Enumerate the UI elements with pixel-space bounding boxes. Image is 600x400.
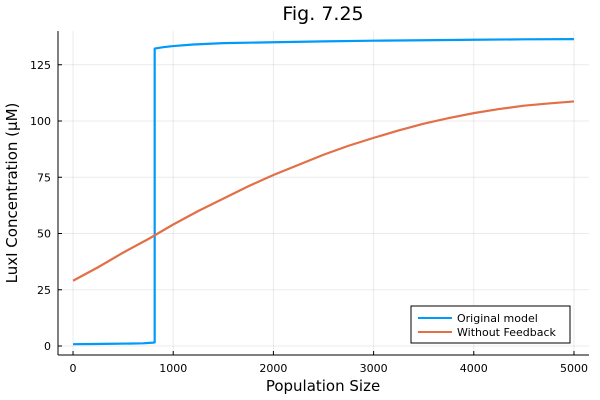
- y-tick-label: 25: [37, 284, 51, 297]
- tick-labels: 0 1000 2000 3000 4000 5000 0 25 50 75 100 125: [30, 59, 588, 375]
- legend: Original model Without Feedback: [410, 305, 571, 344]
- y-tick-label: 0: [44, 340, 51, 353]
- x-tick-label: 2000: [259, 362, 287, 375]
- y-tick-label: 75: [37, 171, 51, 184]
- legend-label-without-feedback: Without Feedback: [457, 326, 557, 339]
- legend-box: [410, 305, 571, 344]
- chart-title: Fig. 7.25: [282, 3, 363, 25]
- x-tick-label: 4000: [460, 362, 488, 375]
- series-line-original-model: [73, 38, 574, 346]
- x-axis-label: Population Size: [266, 377, 380, 395]
- y-tick-label: 50: [37, 228, 51, 241]
- series: [72, 38, 575, 346]
- x-tick-label: 5000: [560, 362, 588, 375]
- x-tick-label: 0: [70, 362, 77, 375]
- y-axis-label: LuxI Concentration (μM): [3, 103, 21, 284]
- x-tick-label: 3000: [360, 362, 388, 375]
- legend-label-original-model: Original model: [457, 312, 538, 325]
- y-tick-label: 125: [30, 59, 51, 72]
- grid: [58, 31, 589, 355]
- series-line-without-feedback: [72, 100, 575, 282]
- y-tick-label: 100: [30, 115, 51, 128]
- x-tick-label: 1000: [159, 362, 187, 375]
- axes: [57, 31, 589, 356]
